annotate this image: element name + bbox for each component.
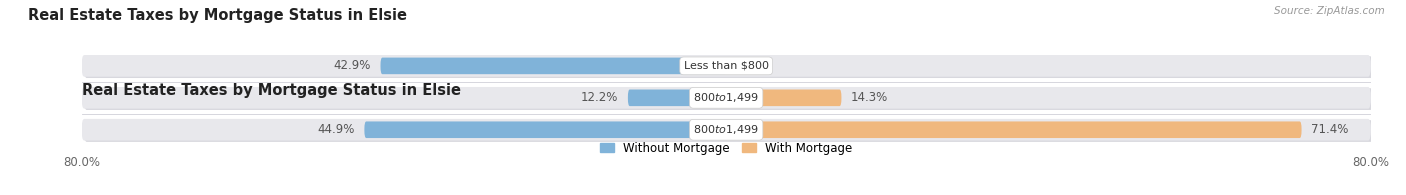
Text: Real Estate Taxes by Mortgage Status in Elsie: Real Estate Taxes by Mortgage Status in … [82,83,461,98]
FancyBboxPatch shape [381,58,725,74]
FancyBboxPatch shape [628,90,725,106]
Text: $800 to $1,499: $800 to $1,499 [693,123,759,136]
FancyBboxPatch shape [84,88,1374,110]
Text: 0.0%: 0.0% [735,59,765,72]
Text: 44.9%: 44.9% [318,123,354,136]
Text: Source: ZipAtlas.com: Source: ZipAtlas.com [1274,6,1385,16]
FancyBboxPatch shape [364,121,725,138]
FancyBboxPatch shape [82,55,1371,77]
Text: 12.2%: 12.2% [581,91,619,104]
Text: Real Estate Taxes by Mortgage Status in Elsie: Real Estate Taxes by Mortgage Status in … [28,8,408,23]
Text: 14.3%: 14.3% [851,91,889,104]
Text: Less than $800: Less than $800 [683,61,769,71]
FancyBboxPatch shape [725,121,1302,138]
Text: 42.9%: 42.9% [333,59,371,72]
Text: $800 to $1,499: $800 to $1,499 [693,91,759,104]
FancyBboxPatch shape [82,87,1371,109]
Text: 71.4%: 71.4% [1312,123,1348,136]
FancyBboxPatch shape [84,56,1374,78]
Legend: Without Mortgage, With Mortgage: Without Mortgage, With Mortgage [595,137,858,159]
FancyBboxPatch shape [82,119,1371,141]
FancyBboxPatch shape [725,90,841,106]
FancyBboxPatch shape [84,120,1374,142]
